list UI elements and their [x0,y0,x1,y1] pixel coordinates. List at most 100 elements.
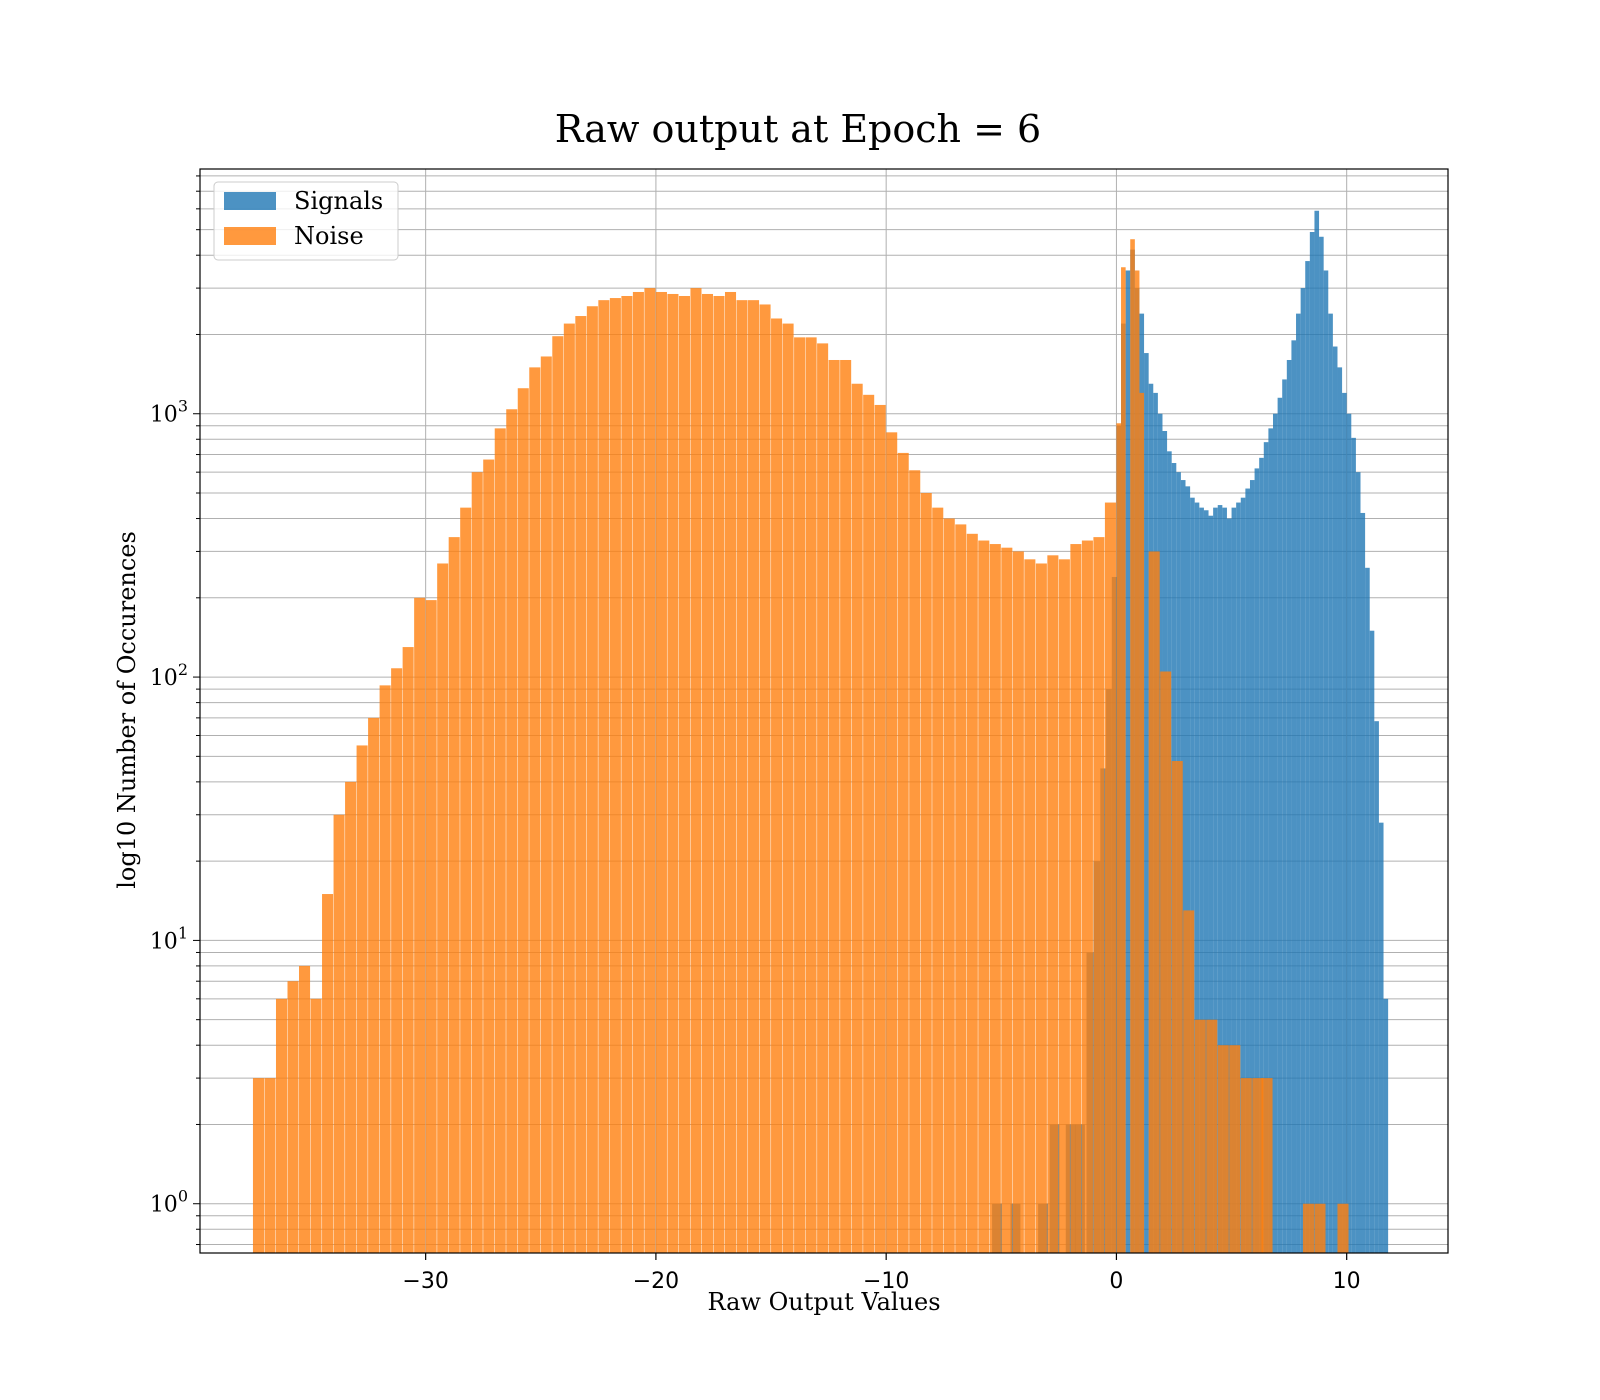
chart-title: Raw output at Epoch = 6 [555,107,1041,151]
bar-noise [1001,547,1013,1253]
bar-signals [1199,507,1204,1253]
bar-noise [897,452,909,1253]
bar-noise [1121,267,1126,1253]
bar-noise [1160,671,1172,1253]
bar-noise [356,745,368,1253]
bar-signals [1282,379,1287,1253]
bar-noise [621,295,633,1253]
bar-signals [1378,822,1384,1253]
bar-noise [632,291,644,1253]
bar-noise [1337,1203,1349,1253]
bar-noise [1081,540,1093,1253]
axis-ticks: −30 −20 −10 0 10 100 101 102 103 [150,175,1361,1294]
bar-signals [1240,497,1246,1253]
bar-signals [1314,210,1320,1253]
legend-label-noise: Noise [294,222,364,250]
bar-noise [1130,239,1135,1253]
y-tick-label: 103 [150,397,188,428]
bar-noise [517,388,529,1253]
bar-signals [1254,468,1260,1253]
bar-noise [1148,551,1160,1253]
bar-noise [1134,270,1140,1254]
bar-noise [460,507,472,1253]
bar-noise [690,288,702,1253]
bar-signals [1144,353,1149,1253]
bar-noise [494,428,506,1253]
bar-noise [333,814,345,1253]
bar-noise [863,394,875,1253]
bar-signals [1185,486,1191,1254]
bar-signals [1309,231,1315,1254]
legend-swatch-signals [224,192,276,210]
bar-signals [1222,507,1227,1253]
bar-noise [1229,1045,1241,1253]
bar-noise [966,533,978,1253]
bar-noise [759,304,771,1254]
bar-noise [264,1078,276,1253]
bar-noise [782,323,794,1253]
bar-noise [1035,563,1047,1253]
bar-noise [275,998,288,1253]
bar-signals [1263,442,1269,1253]
bars [252,210,1389,1254]
bar-noise [1139,392,1145,1254]
y-tick-label: 101 [150,923,188,954]
legend: Signals Noise [213,181,399,261]
bar-noise [391,668,403,1253]
bar-noise [506,409,518,1253]
bar-signals [1249,480,1255,1253]
bar-signals [1296,313,1301,1253]
bar-noise [794,337,806,1254]
legend-swatch-noise [224,227,276,245]
bar-noise [828,359,840,1254]
bar-signals [1332,346,1338,1253]
bar-noise [874,404,886,1254]
bar-noise [402,647,414,1253]
bar-signals [1190,497,1195,1253]
bar-noise [805,337,817,1254]
bar-noise [1070,544,1082,1253]
x-tick-label: −20 [633,1269,679,1294]
bar-signals [1291,340,1297,1253]
bar-noise [724,291,737,1253]
series-noise [252,239,1349,1254]
bar-noise [299,965,311,1253]
bar-noise [471,472,483,1254]
bar-noise [414,597,426,1253]
y-axis-label: log10 Number of Occurences [113,531,141,889]
bar-noise [943,518,955,1253]
bar-noise [1012,551,1024,1253]
bar-noise [287,981,299,1253]
bar-signals [1213,507,1218,1253]
bar-noise [552,336,564,1254]
bar-noise [1058,559,1070,1253]
bar-noise [1252,1078,1264,1253]
bar-noise [1302,1203,1314,1253]
bar-noise [563,323,575,1253]
bar-noise [1183,910,1195,1253]
bar-noise [448,537,460,1253]
bar-noise [978,540,990,1253]
bar-noise [586,306,598,1253]
x-tick-label: 0 [1109,1269,1123,1294]
bar-noise [1116,423,1122,1253]
bar-noise [575,316,587,1254]
bar-noise [851,383,863,1254]
bar-noise [736,300,748,1253]
bar-noise [252,1078,265,1253]
bar-noise [368,717,380,1253]
bar-signals [1342,392,1347,1254]
bar-noise [932,507,944,1253]
bar-noise [322,894,334,1253]
bar-noise [1024,559,1036,1253]
bar-noise [425,600,437,1253]
bar-signals [1236,502,1241,1253]
bar-noise [886,432,898,1253]
bar-noise [379,685,391,1253]
bar-noise [1171,761,1183,1253]
bar-noise [840,359,852,1254]
bar-noise [1047,555,1059,1253]
bar-noise [540,356,552,1253]
bar-noise [609,298,621,1254]
